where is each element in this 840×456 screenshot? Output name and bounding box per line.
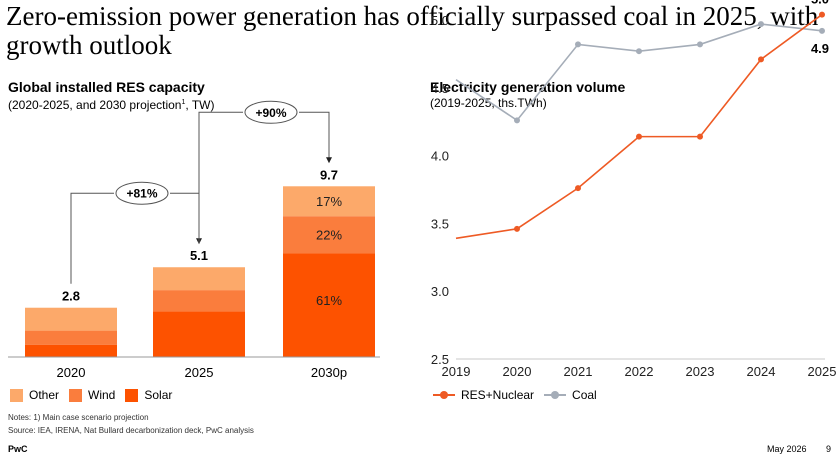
point-res-nuclear-2025 (819, 11, 825, 18)
right-chart-title: Electricity generation volume (430, 79, 626, 95)
wind-swatch (69, 388, 83, 402)
left-subtitle-unit: , TW) (185, 98, 215, 112)
legend-item-other: Other (10, 388, 59, 402)
left-chart-subtitle: (2020-2025, and 2030 projection1, TW) (8, 96, 214, 112)
legend-item-solar: Solar (125, 388, 172, 402)
bar-other-2020 (25, 307, 117, 331)
x-tick-2025: 2025 (808, 364, 837, 379)
brand-logo: PwC (8, 444, 28, 454)
x-tick-2024: 2024 (747, 364, 776, 379)
growth-connector-left-0 (70, 192, 114, 284)
point-coal-2023 (697, 41, 703, 48)
legend-label-wind: Wind (88, 388, 116, 402)
legend-label-res: RES+Nuclear (461, 388, 535, 402)
source-note: Source: IEA, IRENA, Nat Bullard decarbon… (8, 426, 254, 435)
x-tick-2021: 2021 (564, 364, 593, 379)
footnote: Notes: 1) Main case scenario projection (8, 413, 149, 422)
point-res-nuclear-2024 (758, 56, 764, 63)
point-coal-2022 (636, 48, 642, 55)
slide-title: Zero-emission power generation has offic… (6, 1, 819, 60)
y-tick-5.0: 5.0 (431, 13, 449, 28)
solar-swatch (125, 388, 139, 402)
x-tick-2023: 2023 (686, 364, 715, 379)
right-chart-subtitle: (2019-2025, ths.TWh) (430, 96, 547, 110)
bar-solar-2030p (283, 253, 375, 357)
point-coal-2020 (514, 117, 520, 124)
growth-arrowhead-1 (326, 157, 332, 164)
growth-connector-left-1 (198, 111, 243, 244)
x-tick-2020: 2020 (57, 365, 86, 380)
left-chart-title: Global installed RES capacity (8, 79, 205, 95)
point-res-nuclear-2020 (514, 225, 520, 232)
bar-legend: Other Wind Solar (10, 388, 182, 402)
growth-bubble-0 (115, 181, 169, 205)
point-res-nuclear-2022 (636, 133, 642, 140)
end-label-coal: 4.9 (811, 41, 829, 56)
growth-label-0: +81% (126, 187, 157, 201)
footer-date: May 2026 (767, 444, 807, 454)
bar-other-2025 (153, 267, 245, 291)
point-res-nuclear-2021 (575, 185, 581, 192)
y-tick-4.5: 4.5 (431, 81, 449, 96)
bar-wind-2020 (25, 330, 117, 345)
growth-connector-right-1 (299, 111, 330, 159)
y-tick-3.0: 3.0 (431, 284, 449, 299)
y-tick-4.0: 4.0 (431, 149, 449, 164)
total-label-2030p: 9.7 (320, 167, 338, 182)
y-tick-3.5: 3.5 (431, 216, 449, 231)
growth-label-1: +90% (255, 106, 286, 120)
total-label-2025: 5.1 (190, 248, 208, 263)
left-subtitle-text: (2020-2025, and 2030 projection (8, 98, 182, 112)
bar-wind-2025 (153, 290, 245, 312)
y-tick-2.5: 2.5 (431, 352, 449, 367)
line-legend: RES+Nuclear Coal (433, 388, 607, 402)
bar-wind-2030p (283, 216, 375, 254)
bar-other-2030p (283, 186, 375, 217)
coal-line-swatch (544, 390, 567, 400)
x-tick-2030p: 2030p (311, 365, 347, 380)
x-tick-2019: 2019 (442, 364, 471, 379)
legend-item-wind: Wind (69, 388, 115, 402)
point-coal-2025 (819, 27, 825, 34)
x-tick-2020: 2020 (503, 364, 532, 379)
res-line-swatch (433, 390, 455, 400)
end-label-res-nuclear: 5.0 (811, 0, 829, 7)
legend-label-coal: Coal (572, 388, 597, 402)
bar-solar-2025 (153, 311, 245, 357)
segment-label-2030p-1: 22% (316, 228, 342, 243)
x-tick-2025: 2025 (185, 365, 214, 380)
total-label-2020: 2.8 (62, 289, 80, 304)
growth-bubble-1 (244, 100, 298, 124)
page-number: 9 (826, 444, 832, 454)
point-res-nuclear-2023 (697, 133, 703, 140)
legend-item-res: RES+Nuclear (433, 388, 534, 402)
left-subtitle-footnote: 1 (181, 99, 186, 106)
legend-label-solar: Solar (144, 388, 173, 402)
point-coal-2024 (758, 21, 764, 28)
point-coal-2021 (575, 41, 581, 48)
series-line-res-nuclear (455, 13, 823, 240)
legend-label-other: Other (29, 388, 60, 402)
segment-label-2030p-2: 17% (316, 194, 342, 209)
other-swatch (10, 388, 23, 402)
x-tick-2022: 2022 (625, 364, 654, 379)
series-line-coal (455, 23, 823, 122)
bar-solar-2020 (25, 344, 117, 357)
segment-label-2030p-0: 61% (316, 293, 342, 308)
legend-item-coal: Coal (544, 388, 597, 402)
